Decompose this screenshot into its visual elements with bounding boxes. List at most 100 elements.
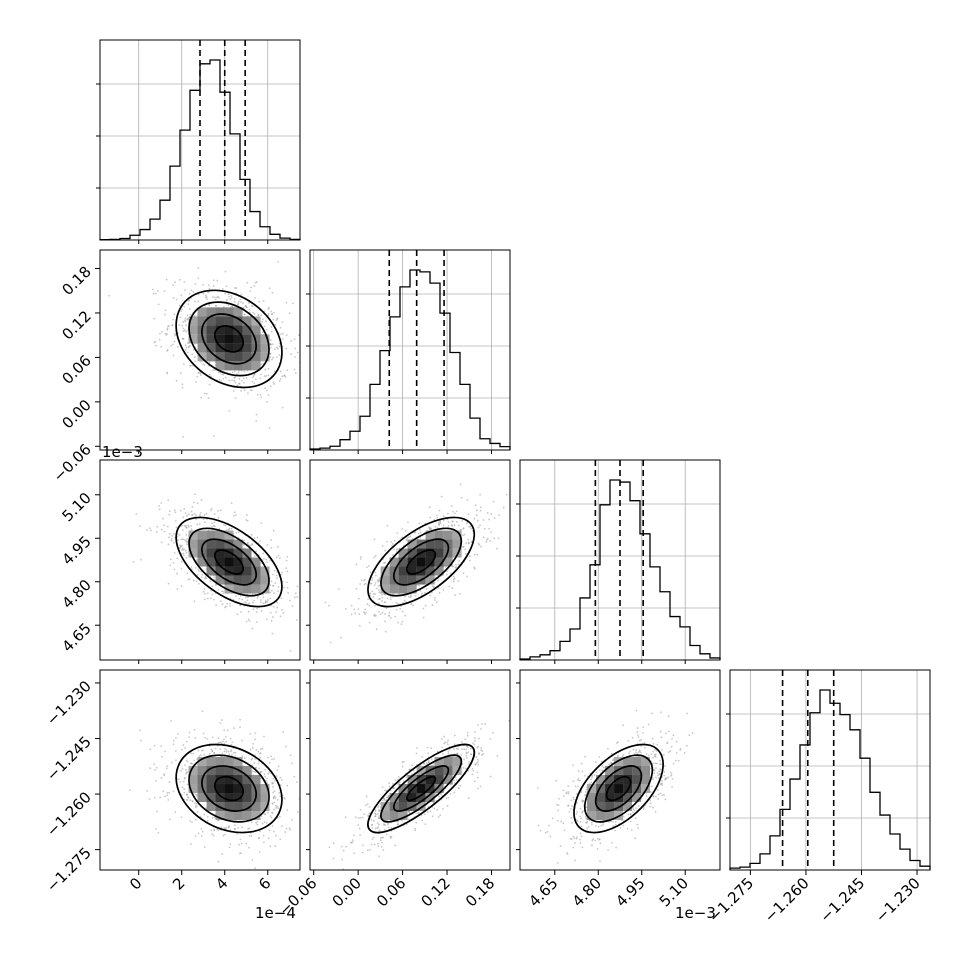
sample-point (219, 722, 221, 724)
sample-point (351, 841, 353, 843)
sample-point (129, 789, 131, 791)
sample-point (274, 570, 276, 572)
sample-point (168, 544, 170, 546)
sample-point (460, 754, 462, 756)
density-cell (234, 811, 243, 820)
sample-point (228, 754, 230, 756)
sample-point (262, 318, 264, 320)
sample-point (365, 804, 367, 806)
sample-point (388, 615, 390, 617)
sample-point (162, 518, 164, 520)
sample-point (234, 371, 236, 373)
sample-point (461, 741, 463, 743)
sample-point (221, 719, 223, 721)
sample-point (443, 519, 445, 521)
sample-point (279, 816, 281, 818)
sample-point (194, 729, 196, 731)
sample-point (467, 499, 469, 501)
sample-point (209, 288, 211, 290)
sample-point (259, 540, 261, 542)
sample-point (272, 616, 274, 618)
sample-point (371, 827, 373, 829)
sample-point (176, 573, 178, 575)
sample-point (240, 611, 242, 613)
sample-point (364, 584, 366, 586)
sample-point (467, 732, 469, 734)
sample-point (174, 569, 176, 571)
sample-point (181, 585, 183, 587)
sample-point (169, 819, 171, 821)
sample-point (397, 603, 399, 605)
sample-point (238, 301, 240, 303)
sample-point (158, 303, 160, 305)
sample-point (399, 608, 401, 610)
sample-point (228, 826, 230, 828)
sample-point (363, 813, 365, 815)
sample-point (282, 321, 284, 323)
sample-point (172, 355, 174, 357)
sample-point (213, 435, 215, 437)
sample-point (260, 771, 262, 773)
sample-point (186, 347, 188, 349)
sample-point (453, 576, 455, 578)
sample-point (164, 751, 166, 753)
sample-point (280, 616, 282, 618)
sample-point (464, 738, 466, 740)
sample-point (179, 305, 181, 307)
sample-point (159, 339, 161, 341)
sample-point (256, 537, 258, 539)
sample-point (246, 621, 248, 623)
sample-point (638, 736, 640, 738)
sample-point (273, 801, 275, 803)
sample-point (376, 588, 378, 590)
sample-point (451, 587, 453, 589)
sample-point (378, 855, 380, 857)
sample-point (382, 786, 384, 788)
sample-point (168, 536, 170, 538)
sample-point (419, 590, 421, 592)
sample-point (246, 514, 248, 516)
sample-point (269, 845, 271, 847)
sample-point (260, 363, 262, 365)
sample-point (305, 816, 307, 818)
sample-point (183, 788, 185, 790)
sample-point (260, 373, 262, 375)
sample-point (381, 594, 383, 596)
sample-point (249, 620, 251, 622)
sample-point (215, 299, 217, 301)
sample-point (378, 603, 380, 605)
sample-point (378, 817, 380, 819)
sample-point (264, 821, 266, 823)
sample-point (429, 595, 431, 597)
sample-point (181, 549, 183, 551)
sample-point (190, 365, 192, 367)
sample-point (219, 748, 221, 750)
sample-point (493, 537, 495, 539)
sample-point (273, 383, 275, 385)
sample-point (451, 505, 453, 507)
sample-point (287, 592, 289, 594)
density-cell (225, 811, 234, 820)
sample-point (267, 757, 269, 759)
sample-point (465, 749, 467, 751)
sample-point (194, 315, 196, 317)
sample-point (477, 777, 479, 779)
sample-point (289, 312, 291, 314)
sample-point (392, 783, 394, 785)
sample-point (255, 749, 257, 751)
sample-point (189, 820, 191, 822)
sample-point (223, 742, 225, 744)
sample-point (244, 371, 246, 373)
sample-point (231, 379, 233, 381)
sample-point (262, 553, 264, 555)
sample-point (277, 799, 279, 801)
sample-point (248, 847, 250, 849)
sample-point (195, 567, 197, 569)
sample-point (439, 592, 441, 594)
sample-point (197, 372, 199, 374)
density-cell (243, 793, 252, 802)
sample-point (474, 731, 476, 733)
sample-point (166, 767, 168, 769)
sample-point (580, 833, 582, 835)
sample-point (359, 625, 361, 627)
